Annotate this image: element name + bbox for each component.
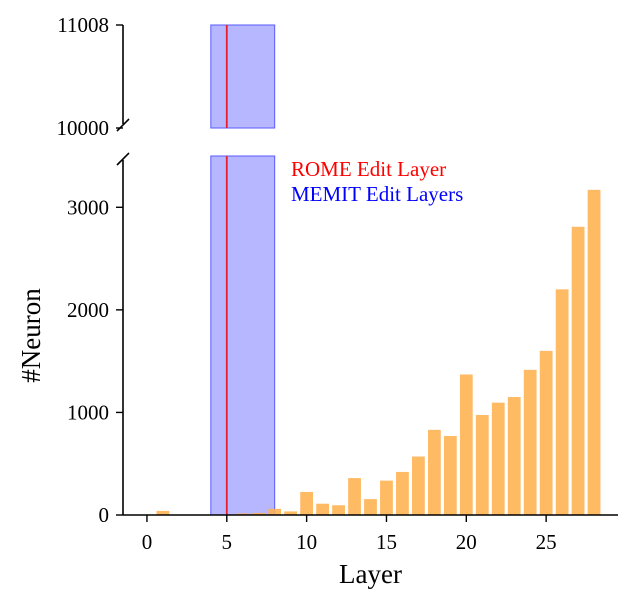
bar-layer-21 (475, 414, 489, 515)
lower-y-tick-label: 0 (99, 503, 110, 527)
x-tick-label: 10 (296, 530, 317, 554)
break-mark-upper (116, 118, 130, 132)
legend-memit-label: MEMIT Edit Layers (291, 182, 463, 206)
bar-layer-1 (156, 510, 170, 515)
bar-layer-11 (316, 503, 329, 515)
legend: ROME Edit Layer MEMIT Edit Layers (291, 157, 463, 206)
bar-layer-24 (523, 369, 537, 515)
upper-axis-panel: 10000 11008 (57, 13, 276, 140)
break-mark-lower (116, 152, 130, 166)
axis-break-marks (116, 118, 130, 166)
upper-y-tick-label: 10000 (57, 116, 110, 140)
upper-y-ticks: 10000 11008 (57, 13, 123, 140)
x-tick-label: 25 (536, 530, 557, 554)
bar-layer-8 (268, 508, 282, 515)
bar-layer-27 (571, 226, 585, 515)
bar-layer-14 (364, 499, 377, 515)
y-axis-label: #Neuron (16, 288, 46, 383)
bars (156, 189, 601, 515)
bar-layer-19 (443, 436, 457, 515)
lower-y-tick-label: 3000 (67, 195, 109, 219)
bar-layer-16 (396, 471, 409, 515)
lower-y-tick-label: 2000 (67, 298, 109, 322)
x-tick-label: 20 (456, 530, 477, 554)
bar-layer-25 (539, 350, 553, 515)
x-tick-label: 15 (376, 530, 397, 554)
bar-layer-20 (459, 374, 473, 515)
bar-layer-13 (348, 478, 361, 515)
bar-layer-18 (427, 429, 441, 515)
bar-layer-22 (491, 402, 505, 515)
bar-layer-26 (555, 289, 569, 515)
x-ticks: 0 5 10 15 20 25 (142, 515, 557, 554)
lower-y-ticks: 0 1000 2000 3000 (67, 195, 123, 527)
bar-layer-9 (284, 511, 298, 515)
bar-layer-7 (252, 512, 266, 515)
x-tick-label: 5 (222, 530, 233, 554)
lower-y-tick-label: 1000 (67, 400, 109, 424)
x-axis-label: Layer (339, 559, 402, 589)
memit-edit-span-lower (210, 155, 276, 516)
bar-layer-10 (300, 491, 314, 515)
bar-layer-23 (507, 397, 521, 515)
upper-y-tick-label: 11008 (57, 13, 109, 37)
bar-layer-12 (332, 505, 345, 515)
lower-axis-panel: 0 1000 2000 3000 0 5 10 15 20 25 (67, 155, 618, 554)
bar-layer-15 (380, 480, 393, 515)
bar-layer-17 (412, 456, 425, 515)
memit-edit-span-upper (210, 24, 276, 129)
legend-rome-label: ROME Edit Layer (291, 157, 446, 181)
bar-layer-28 (587, 189, 601, 515)
x-tick-label: 0 (142, 530, 153, 554)
